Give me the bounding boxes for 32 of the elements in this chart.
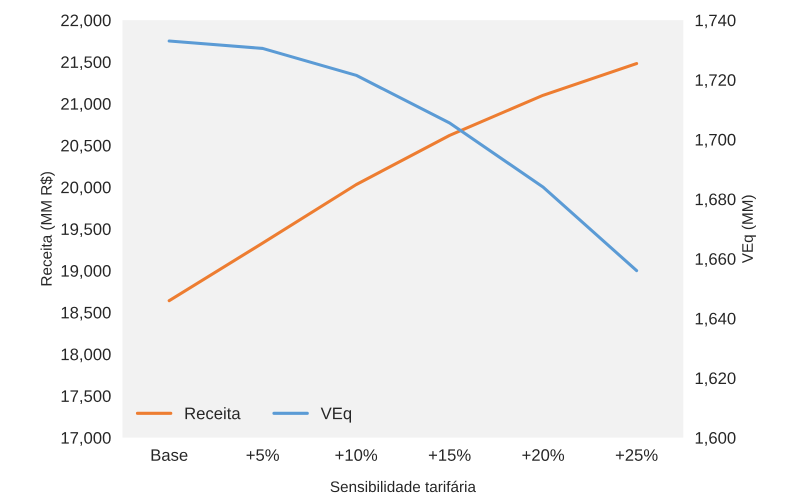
line-series: [168, 62, 638, 302]
legend-label: VEq: [320, 408, 352, 423]
y2-tick-label: 1,720: [696, 74, 736, 88]
y-tick-label: 19,500: [62, 223, 111, 238]
x-tick-label: +20%: [522, 449, 564, 461]
y2-tick-label: 1,600: [696, 432, 736, 446]
legend-label: Receita: [185, 407, 241, 420]
x-tick-label: +15%: [428, 449, 471, 461]
line-series: [168, 39, 638, 272]
y2-tick-label: 1,620: [696, 372, 736, 386]
x-tick-label: +25%: [616, 449, 658, 461]
x-tick-label: Base: [152, 449, 188, 461]
y2-tick-label: 1,660: [696, 253, 736, 267]
y-tick-label: 17,000: [62, 432, 111, 446]
y-tick-label: 20,500: [61, 140, 111, 154]
y2-tick-label: 1,700: [696, 134, 736, 148]
y-tick-label: 17,500: [62, 390, 111, 404]
x-tick-label: +5%: [246, 449, 279, 461]
y2-axis-title: VEq (MM): [742, 195, 756, 264]
y-tick-label: 20,000: [61, 182, 111, 196]
x-axis-title: Sensibilidade tarifária: [330, 480, 476, 492]
y2-tick-label: 1,640: [696, 312, 736, 326]
y-tick-label: 19,000: [62, 265, 111, 279]
y-axis-title: Receita (MM R$): [40, 172, 55, 286]
y2-tick-label: 1,740: [696, 14, 736, 28]
y-tick-label: 18,000: [62, 348, 111, 362]
y-tick-label: 22,000: [61, 14, 111, 28]
y-tick-label: 18,500: [62, 306, 111, 321]
y2-tick-label: 1,680: [696, 193, 736, 208]
y-tick-label: 21,500: [61, 56, 111, 70]
y-tick-label: 21,000: [61, 98, 111, 112]
x-tick-label: +10%: [335, 449, 378, 461]
